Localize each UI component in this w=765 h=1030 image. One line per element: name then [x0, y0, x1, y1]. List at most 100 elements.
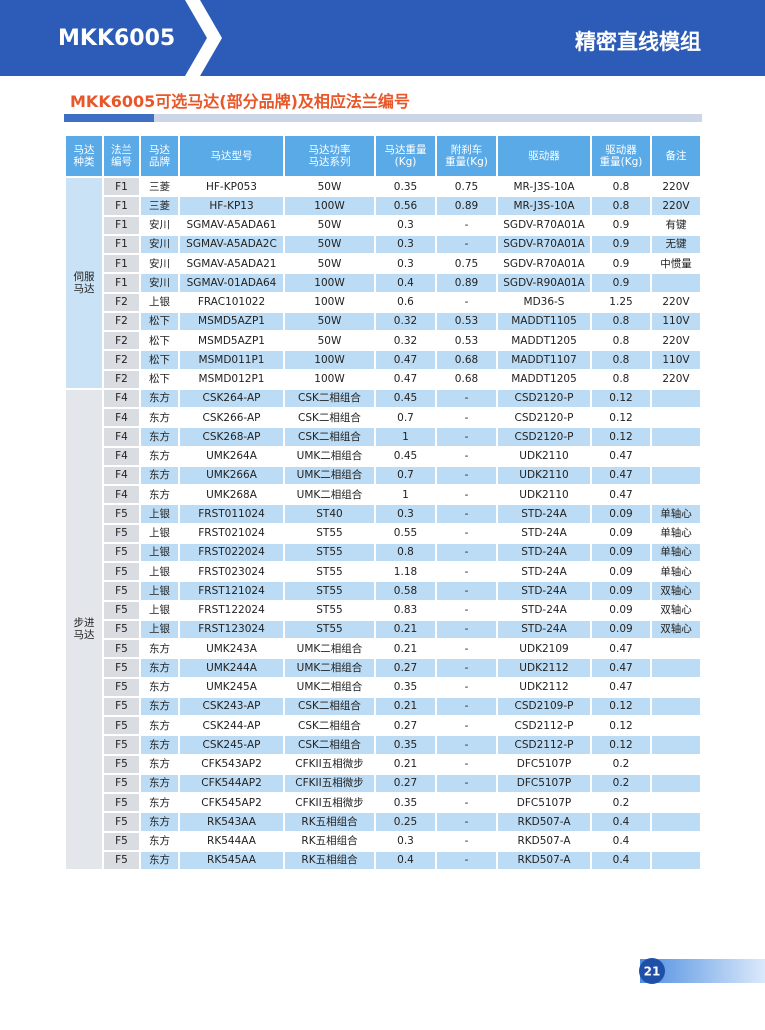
table-cell [650, 426, 702, 448]
table-cell: 东方 [139, 445, 180, 467]
table-cell: FRST023024 [178, 560, 285, 583]
table-cell: F4 [102, 464, 141, 487]
table-row: F1 安川 SGMAV-A5ADA21 50W 0.3 0.75 SGDV-R70A01A 0… [65, 252, 702, 275]
table-cell: 0.47 [590, 657, 652, 679]
table-cell: F5 [102, 772, 141, 795]
table-cell: 1.25 [590, 291, 652, 313]
table-cell: 0.6 [374, 291, 437, 313]
table-cell: 0.7 [374, 464, 437, 487]
table-row: F5 上银 FRST123024 ST55 0.21- STD-24A 0.09 双轴心 [65, 618, 702, 641]
table-cell: ST40 [283, 503, 376, 525]
cell-line: 步进 [73, 617, 95, 630]
table-cell: - [435, 541, 498, 564]
table-cell: - [435, 791, 498, 814]
table-cell: 0.68 [435, 368, 498, 390]
table-cell: CSK二相组合 [283, 426, 376, 448]
table-cell: UMK二相组合 [283, 637, 376, 660]
table-cell: SGMAV-01ADA64 [178, 272, 285, 294]
table-cell: F5 [102, 695, 141, 718]
table-cell: UDK2110 [496, 464, 592, 487]
table-cell: 东方 [139, 387, 180, 410]
table-cell: 0.47 [590, 637, 652, 660]
table-cell: 0.32 [374, 329, 437, 352]
table-cell: - [435, 580, 498, 602]
table-cell: - [435, 599, 498, 621]
table-cell [650, 849, 702, 872]
table-cell: RK543AA [178, 811, 285, 833]
table-cell [650, 830, 702, 852]
table-cell: UMK244A [178, 657, 285, 679]
table-cell: 220V [650, 175, 702, 198]
table-cell: CSD2112-P [496, 714, 592, 737]
table-cell: - [435, 522, 498, 544]
table-cell: MADDT1205 [496, 329, 592, 352]
table-cell: F5 [102, 811, 141, 833]
table-row: F5 东方 UMK245A UMK二相组合 0.35- UDK2112 0.47 [65, 676, 702, 698]
table-row: F2 上银 FRAC101022 100W 0.6- MD36-S 1.25 220V [65, 291, 702, 313]
table-cell: CSK245-AP [178, 734, 285, 756]
table-cell [650, 406, 702, 429]
table-cell: MR-J3S-10A [496, 175, 592, 198]
table-cell: FRST022024 [178, 541, 285, 564]
table-cell: 0.45 [374, 387, 437, 410]
table-cell: 上银 [139, 618, 180, 641]
table-cell: 100W [283, 272, 376, 294]
table-cell: F5 [102, 522, 141, 544]
table-cell: 0.12 [590, 406, 652, 429]
table-cell: 0.3 [374, 503, 437, 525]
table-cell: F4 [102, 483, 141, 506]
table-cell: 0.53 [435, 310, 498, 333]
table-cell: 0.12 [590, 734, 652, 756]
page-footer: 21 [639, 958, 765, 984]
table-cell: F5 [102, 714, 141, 737]
table-cell: 松下 [139, 368, 180, 390]
table-cell: - [435, 503, 498, 525]
table-cell: 三菱 [139, 175, 180, 198]
table-row: F5 东方 CFK545AP2 CFKII五相微步 0.35- DFC5107P 0.2 [65, 791, 702, 814]
table-cell: 东方 [139, 714, 180, 737]
table-cell: 0.75 [435, 175, 498, 198]
table-cell: - [435, 560, 498, 583]
table-cell: DFC5107P [496, 791, 592, 814]
table-row: F5 东方 CSK243-AP CSK二相组合 0.21- CSD2109-P 0.12 [65, 695, 702, 718]
table-cell [650, 637, 702, 660]
table-cell: 0.8 [590, 329, 652, 352]
table-cell: 50W [283, 329, 376, 352]
table-cell: - [435, 657, 498, 679]
header-cell: 马达功率 马达系列 [283, 134, 376, 178]
table-cell: RK五相组合 [283, 849, 376, 872]
table-cell: 110V [650, 349, 702, 371]
table-cell [650, 657, 702, 679]
table-cell: F5 [102, 734, 141, 756]
table-cell: F5 [102, 753, 141, 775]
table-cell: 松下 [139, 329, 180, 352]
table-cell: 0.47 [590, 676, 652, 698]
table-cell: 0.3 [374, 252, 437, 275]
table-cell: 0.58 [374, 580, 437, 602]
motor-type: 伺服 马达 [64, 176, 104, 390]
table-cell: CSK243-AP [178, 695, 285, 718]
table-row: F2 松下 MSMD012P1 100W 0.47 0.68 MADDT1205 0.8 220… [65, 368, 702, 390]
table-cell: 0.2 [590, 791, 652, 814]
table-row: F1 三菱 HF-KP13 100W 0.56 0.89 MR-J3S-10A 0.8 220V [65, 195, 702, 217]
table-row: F1 安川 SGMAV-A5ADA2C 50W 0.3- SGDV-R70A01A 0.9 无… [65, 233, 702, 256]
cell-line: 编号 [111, 156, 132, 168]
table-cell: 0.75 [435, 252, 498, 275]
table-cell: 110V [650, 310, 702, 333]
table-cell: 东方 [139, 830, 180, 852]
cell-line: 马达型号 [210, 150, 253, 162]
table-cell: ST55 [283, 580, 376, 602]
table-cell: 东方 [139, 676, 180, 698]
cell-line: 马达 [73, 282, 95, 295]
subtitle: MKK6005可选马达(部分品牌)及相应法兰编号 [70, 92, 410, 111]
table-cell: SGMAV-A5ADA21 [178, 252, 285, 275]
table-cell: 0.89 [435, 272, 498, 294]
table-cell: 0.21 [374, 695, 437, 718]
table-cell: - [435, 233, 498, 256]
cell-line: 马达功率 [308, 144, 351, 156]
table-cell: F2 [102, 349, 141, 371]
header-cell: 马达 品牌 [139, 134, 180, 178]
table-cell: 单轴心 [650, 503, 702, 525]
table-cell: 0.35 [374, 791, 437, 814]
